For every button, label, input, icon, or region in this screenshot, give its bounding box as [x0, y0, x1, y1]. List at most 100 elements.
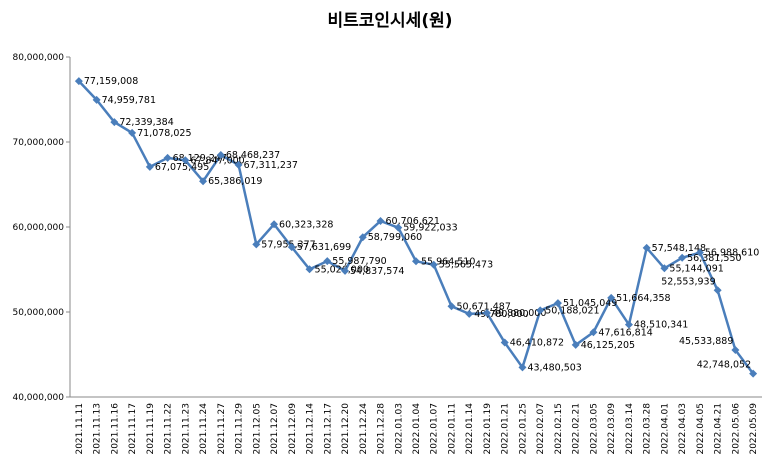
x-tick-label: 2021.11.24 — [199, 403, 209, 455]
data-label: 67,075,495 — [155, 162, 209, 173]
data-label: 77,159,008 — [84, 76, 138, 87]
data-label: 55,987,790 — [332, 256, 386, 267]
marker — [128, 128, 137, 137]
data-label: 42,748,052 — [697, 360, 751, 371]
y-tick-label: 60,000,000 — [12, 223, 64, 233]
x-tick-label: 2022.04.21 — [714, 403, 724, 455]
x-tick-label: 2022.01.21 — [501, 403, 511, 455]
x-tick-label: 2021.11.23 — [181, 403, 191, 455]
data-label: 67,311,237 — [244, 160, 298, 171]
data-label: 51,045,049 — [563, 298, 617, 309]
marker — [465, 309, 474, 318]
x-tick-label: 2021.12.07 — [270, 403, 280, 455]
marker — [695, 248, 704, 257]
data-label: 46,125,205 — [581, 340, 635, 351]
marker — [252, 240, 261, 249]
marker — [553, 299, 562, 308]
data-label: 54,837,574 — [350, 266, 404, 277]
marker — [447, 302, 456, 311]
marker — [412, 257, 420, 266]
x-tick-label: 2022.05.06 — [731, 403, 741, 455]
x-tick-label: 2021.11.11 — [75, 403, 85, 455]
x-tick-label: 2022.01.11 — [447, 403, 457, 455]
marker — [323, 257, 332, 266]
marker — [358, 233, 367, 242]
x-tick-label: 2022.01.07 — [430, 403, 440, 455]
data-label: 55,565,473 — [439, 260, 493, 271]
y-tick-label: 80,000,000 — [12, 53, 64, 63]
marker — [749, 369, 758, 378]
data-label: 50,671,487 — [456, 301, 510, 312]
x-tick-label: 2022.01.14 — [465, 403, 475, 455]
x-tick-label: 2021.12.24 — [359, 403, 369, 455]
x-tick-label: 2022.01.04 — [412, 403, 422, 455]
x-tick-label: 2021.11.22 — [164, 403, 174, 455]
x-tick-label: 2021.12.20 — [341, 403, 351, 455]
x-tick-label: 2022.04.01 — [660, 403, 670, 455]
data-label: 48,510,341 — [634, 320, 688, 331]
data-label: 47,616,814 — [598, 327, 652, 338]
marker — [660, 264, 669, 273]
data-label: 51,664,358 — [616, 293, 670, 304]
marker — [341, 266, 350, 275]
x-tick-label: 2021.11.27 — [217, 403, 227, 455]
data-label: 68,468,237 — [226, 150, 280, 161]
data-label: 50,188,021 — [545, 305, 599, 316]
y-tick-label: 40,000,000 — [12, 393, 64, 403]
marker — [74, 77, 83, 86]
x-tick-label: 2021.11.13 — [93, 403, 103, 455]
marker — [731, 345, 740, 354]
data-label: 52,553,939 — [661, 276, 715, 287]
marker — [571, 340, 580, 349]
data-label: 57,955,377 — [261, 239, 315, 250]
x-tick-label: 2022.01.19 — [483, 403, 493, 455]
marker — [92, 95, 101, 104]
data-label: 57,631,699 — [297, 242, 351, 253]
marker — [607, 293, 616, 302]
x-tick-label: 2021.11.16 — [110, 403, 120, 455]
data-label: 65,386,019 — [208, 176, 262, 187]
marker — [181, 156, 190, 165]
data-label: 49,780,000 — [474, 309, 528, 320]
data-label: 58,799,060 — [368, 232, 422, 243]
x-tick-label: 2022.03.05 — [589, 403, 599, 455]
x-tick-label: 2021.11.19 — [146, 403, 156, 455]
marker — [518, 363, 527, 372]
data-label: 67,847,000 — [190, 155, 244, 166]
marker — [678, 253, 687, 262]
data-label: 49,880,000 — [492, 308, 546, 319]
x-tick-label: 2022.03.14 — [625, 403, 635, 455]
data-label: 59,922,033 — [403, 223, 457, 234]
x-tick-label: 2021.12.05 — [252, 403, 262, 455]
data-label: 72,339,384 — [119, 117, 173, 128]
marker — [589, 328, 598, 337]
data-label: 68,129,247 — [173, 153, 227, 164]
marker — [305, 265, 314, 274]
x-tick-label: 2022.04.03 — [678, 403, 688, 455]
x-tick-label: 2022.02.07 — [536, 403, 546, 455]
marker — [216, 151, 225, 160]
x-tick-label: 2021.12.09 — [288, 403, 298, 455]
x-tick-label: 2021.12.28 — [377, 403, 387, 455]
marker — [713, 286, 722, 295]
marker — [500, 338, 509, 347]
x-tick-label: 2021.11.29 — [235, 403, 245, 455]
y-tick-label: 70,000,000 — [12, 138, 64, 148]
marker — [624, 320, 633, 329]
marker — [536, 306, 545, 315]
data-label: 56,988,610 — [705, 248, 759, 259]
data-label: 56,381,550 — [687, 253, 741, 264]
x-tick-label: 2022.03.28 — [643, 403, 653, 455]
marker — [234, 160, 243, 169]
marker — [376, 216, 385, 225]
x-tick-label: 2021.12.14 — [306, 403, 316, 455]
marker — [642, 243, 651, 252]
marker — [110, 118, 119, 127]
x-tick-label: 2022.05.09 — [749, 403, 759, 455]
y-tick-label: 50,000,000 — [12, 308, 64, 318]
data-label: 71,078,025 — [137, 128, 191, 139]
marker — [429, 260, 438, 269]
data-label: 74,959,781 — [102, 95, 156, 106]
x-tick-label: 2021.12.17 — [323, 403, 333, 455]
x-tick-label: 2022.02.21 — [572, 403, 582, 455]
